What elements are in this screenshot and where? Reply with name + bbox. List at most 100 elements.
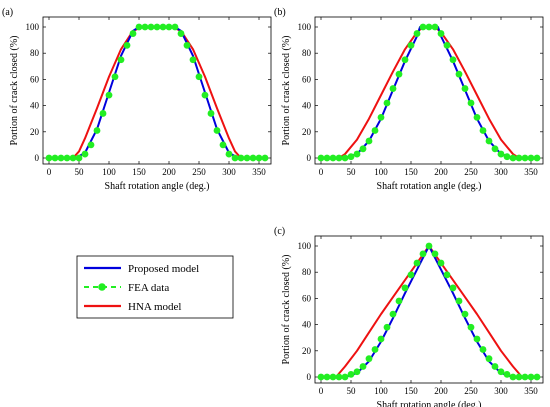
fea-data-point [147,23,155,31]
fea-data-point [255,154,263,162]
fea-data-point [51,154,59,162]
fea-data-point [231,154,239,162]
x-tick-label: 150 [404,167,418,177]
proposed-model-line [321,245,537,378]
fea-data-point [497,368,505,376]
fea-data-point [81,150,89,158]
fea-data-point [395,297,403,305]
fea-data-point [509,154,517,162]
fea-data-point [225,150,233,158]
fea-data-point [491,145,499,153]
fea-data-point [195,73,203,81]
panel-a: 0 50 100 150 200 250 300 350 0 20 40 60 80 100 Shaft r… [2,7,272,192]
fea-data-point [353,368,361,376]
fea-data-point [329,373,337,381]
y-tick-label: 60 [30,74,40,84]
y-tick-label: 0 [35,153,40,163]
x-axis-label: Shaft rotation angle (deg.) [105,181,210,192]
x-tick-label: 0 [319,167,324,177]
fea-data-point [249,154,257,162]
fea-data-point [57,154,65,162]
hna-model-line [321,26,537,159]
fea-data-point [461,85,469,92]
fea-data-point [389,310,397,318]
x-tick-label: 250 [192,167,206,177]
y-tick-label: 0 [307,372,312,382]
fea-data-point [437,30,445,37]
fea-data-point [317,154,325,162]
fea-data-point [347,370,355,378]
fea-data-point [425,242,433,250]
y-tick-label: 100 [298,241,312,251]
x-tick-label: 350 [252,167,266,177]
x-tick-label: 200 [434,167,448,177]
fea-data-point [105,91,113,99]
panel-label: (b) [274,7,286,18]
x-tick-label: 250 [464,386,478,396]
y-tick-label: 20 [30,127,40,137]
fea-data-point [467,99,475,107]
fea-data-point [371,346,379,353]
x-axis-label: Shaft rotation angle (deg.) [377,181,482,192]
fea-data-point [431,250,439,258]
x-tick-label: 100 [374,167,388,177]
fea-data-point [407,271,415,279]
x-tick-label: 0 [47,167,52,177]
fea-data-point [177,30,185,37]
fea-data-point [407,41,415,49]
fea-data-point [335,154,343,162]
y-tick-label: 80 [30,48,40,58]
proposed-model-line [49,26,265,159]
hna-model-line [49,26,265,159]
fea-data-point [401,56,409,64]
fea-data-point [99,110,107,117]
fea-data-point [323,154,331,162]
fea-data-point [341,154,349,162]
fea-data-point [153,23,161,31]
fea-data-point [503,370,511,378]
y-tick-label: 40 [302,320,312,330]
y-tick-label: 100 [298,22,312,32]
fea-data-point [323,373,331,381]
y-axis-label: Portion of crack closed (%) [9,36,20,146]
x-tick-label: 300 [222,167,236,177]
fea-data-point [377,113,385,121]
fea-data-point [135,23,143,31]
legend-label-fea: FEA data [128,282,169,294]
hna-model-line [321,245,537,378]
fea-data-point [443,41,451,49]
fea-data-point [521,154,529,162]
fea-data-point [395,70,403,78]
y-tick-label: 20 [302,346,312,356]
fea-data-point [45,154,53,162]
fea-data-point [533,373,541,381]
fea-data-point [87,141,95,149]
fea-data-point [171,23,179,31]
fea-data-point [383,323,391,331]
panel-label: (c) [274,226,285,237]
proposed-model-line [321,26,537,159]
fea-data-point [207,110,215,117]
fea-data-point [389,85,397,92]
fea-data-point [111,73,119,81]
fea-data-point [237,154,245,162]
fea-data-point [497,150,505,158]
y-tick-label: 20 [302,127,312,137]
fea-data-point [485,137,493,145]
x-tick-label: 150 [132,167,146,177]
fea-data-point [69,154,77,162]
panel-label: (a) [2,7,13,18]
fea-data-point [401,284,409,292]
fea-data-point [455,70,463,78]
x-axis-label: Shaft rotation angle (deg.) [377,400,482,407]
fea-data-point [431,23,439,31]
fea-data-point [377,335,385,343]
fea-data-point [183,41,191,49]
fea-data-point [213,127,221,134]
legend-swatch-fea-dot [98,283,106,291]
legend-label-proposed: Proposed model [128,263,199,275]
fea-data-point [189,56,197,64]
x-tick-label: 50 [347,167,357,177]
fea-data-point [473,113,481,121]
fea-data-point [335,373,343,381]
